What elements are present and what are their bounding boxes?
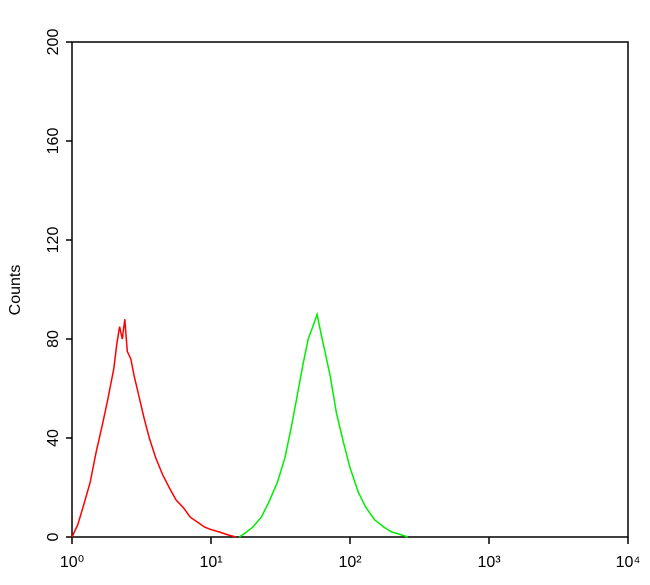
x-tick-label: 10⁴	[616, 554, 641, 571]
y-tick-label: 120	[45, 227, 62, 254]
x-tick-label: 10³	[477, 554, 501, 571]
histogram-line	[71, 319, 236, 538]
x-tick-label: 10¹	[199, 554, 222, 571]
plot-frame	[71, 41, 629, 538]
x-tick-label: 10²	[338, 554, 362, 571]
y-tick-label: 0	[45, 532, 62, 541]
y-tick-label: 80	[45, 330, 62, 348]
x-tick-label: 10⁰	[60, 554, 84, 571]
y-tick-label: 160	[45, 128, 62, 155]
y-tick-label: 40	[45, 429, 62, 447]
histogram-line	[238, 311, 408, 538]
y-axis-label: Counts	[7, 265, 24, 316]
y-tick-label: 200	[45, 29, 62, 56]
